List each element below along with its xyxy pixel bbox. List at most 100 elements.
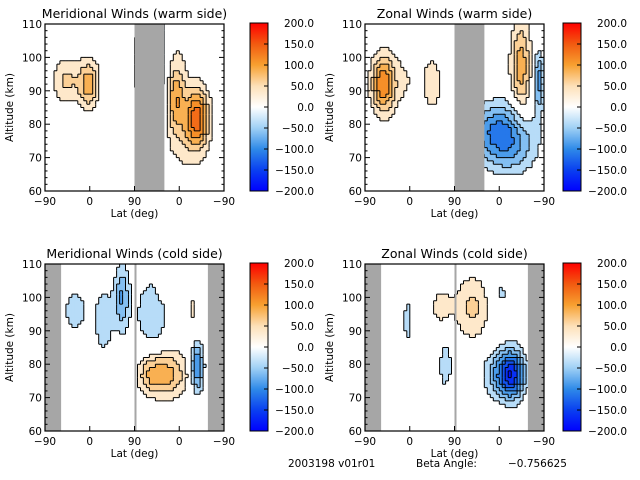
contour-cell [391, 74, 396, 78]
contour-cell [143, 304, 147, 308]
contour-cell [200, 150, 204, 155]
contour-cell [194, 364, 198, 368]
contour-cell [104, 300, 109, 305]
contour-cell [499, 290, 503, 295]
contour-cell [514, 117, 518, 122]
contour-cell [203, 137, 207, 142]
contour-cell [520, 124, 524, 128]
colorbar-tick-label: 0.0 [297, 102, 314, 114]
contour-cell [457, 304, 461, 308]
contour-cell [77, 97, 82, 102]
contour-cell [430, 100, 435, 105]
contour-cell [529, 144, 533, 148]
contour-cell [116, 294, 120, 298]
contour-cell [179, 390, 183, 395]
contour-cell [517, 44, 521, 48]
contour-cell [173, 84, 177, 88]
contour-cell [541, 77, 545, 82]
contour-cell [397, 94, 402, 98]
contour-cell [80, 310, 85, 315]
contour-cell [505, 394, 509, 398]
contour-cell [499, 157, 503, 162]
contour-cell [164, 387, 168, 392]
contour-cell [508, 150, 512, 155]
contour-cell [182, 364, 186, 368]
contour-cell [373, 80, 378, 85]
contour-cell [379, 80, 384, 85]
y-tick-label: 100 [342, 292, 362, 304]
contour-cell [499, 147, 503, 152]
contour-cell [433, 77, 437, 82]
contour-cell [499, 164, 503, 169]
contour-cell [532, 124, 536, 128]
contour-cell [83, 57, 88, 62]
contour-cell [502, 127, 506, 132]
contour-cell [173, 70, 177, 75]
contour-cell [526, 50, 530, 55]
contour-cell [388, 67, 393, 72]
contour-cell [179, 374, 183, 378]
contour-cell [520, 60, 524, 65]
contour-cell [508, 357, 512, 362]
contour-cell [77, 70, 82, 75]
contour-cell [529, 50, 533, 55]
contour-cell [379, 60, 384, 65]
contour-cell [391, 70, 396, 75]
contour-cell [182, 110, 186, 115]
contour-cell [98, 327, 103, 332]
contour-cell [496, 164, 500, 169]
contour-cell [119, 274, 123, 278]
contour-cell [520, 377, 524, 382]
contour-cell [442, 377, 446, 382]
contour-cell [526, 164, 530, 169]
contour-cell [176, 120, 180, 125]
contour-cell [523, 34, 527, 38]
contour-cell [185, 120, 189, 125]
x-tick-label: 0 [406, 436, 413, 448]
contour-cell [490, 110, 494, 115]
contour-cell [490, 127, 494, 132]
contour-cell [520, 90, 524, 95]
contour-cell [499, 150, 503, 155]
contour-cell [463, 307, 467, 312]
contour-cell [152, 334, 156, 338]
contour-cell [379, 114, 384, 118]
contour-cell [385, 94, 390, 98]
contour-cell [535, 154, 539, 158]
contour-cell [520, 94, 524, 98]
contour-cell [370, 67, 375, 72]
contour-cell [394, 57, 399, 62]
contour-cell [173, 110, 177, 115]
contour-cell [83, 94, 88, 98]
contour-cell [370, 57, 375, 62]
contour-cell [508, 147, 512, 152]
contour-cell [95, 67, 100, 72]
contour-cell [191, 364, 195, 368]
contour-cell [505, 360, 509, 365]
contour-cell [517, 360, 521, 365]
contour-cell [514, 394, 518, 398]
contour-cell [517, 384, 521, 388]
contour-cell [523, 150, 527, 155]
contour-cell [376, 100, 381, 105]
contour-cell [508, 124, 512, 128]
contour-field [65, 264, 207, 402]
contour-cell [92, 94, 97, 98]
contour-cell [191, 154, 195, 158]
contour-cell [427, 80, 432, 85]
contour-cell [74, 80, 79, 85]
contour-cell [80, 104, 85, 108]
contour-cell [394, 64, 399, 68]
contour-cell [370, 70, 375, 75]
contour-cell [161, 367, 165, 372]
contour-cell [505, 387, 509, 392]
y-axis-label: Altitude (km) [324, 73, 336, 142]
contour-cell [77, 304, 82, 308]
contour-cell [65, 80, 70, 85]
contour-cell [95, 80, 100, 85]
contour-cell [490, 377, 494, 382]
contour-cell [403, 74, 408, 78]
contour-cell [382, 97, 387, 102]
contour-cell [143, 310, 147, 315]
contour-cell [158, 377, 162, 382]
